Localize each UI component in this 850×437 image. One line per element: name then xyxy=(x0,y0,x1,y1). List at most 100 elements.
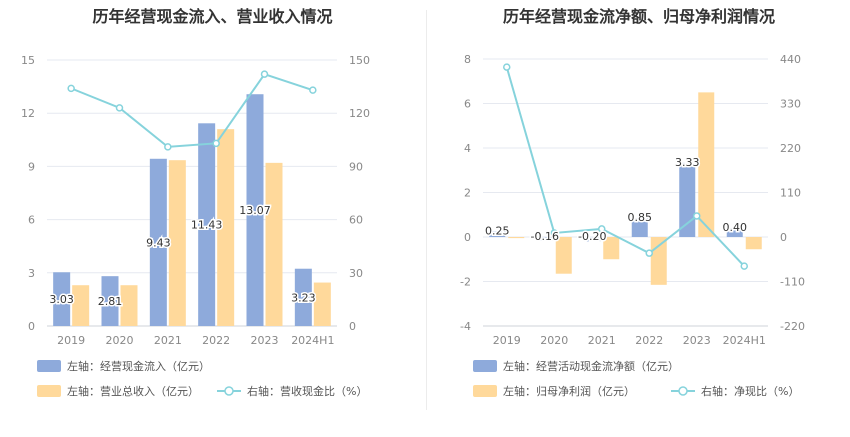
y-right-tick-label: 0 xyxy=(349,320,356,333)
bar xyxy=(313,282,331,326)
y-left-tick-label: 9 xyxy=(28,160,35,173)
panel-divider xyxy=(426,10,427,410)
bar xyxy=(536,237,553,241)
legend-swatch xyxy=(37,385,61,397)
y-left-tick-label: 8 xyxy=(464,53,471,66)
bar xyxy=(246,94,264,326)
legend-swatch xyxy=(37,360,61,372)
x-tick-label: 2022 xyxy=(202,334,230,347)
legend-label: 右轴：营收现金比（%） xyxy=(247,384,367,398)
line-point xyxy=(693,212,701,220)
data-label: -0.20 xyxy=(578,230,606,243)
x-tick-label: 2020 xyxy=(106,334,134,347)
y-left-tick-label: 0 xyxy=(28,320,35,333)
bar xyxy=(679,162,696,237)
bar xyxy=(698,92,715,237)
data-label: 11.43 xyxy=(191,219,223,232)
bar xyxy=(198,123,216,326)
bar xyxy=(584,237,601,242)
bar xyxy=(53,272,71,326)
legend-label: 左轴：营业总收入（亿元） xyxy=(67,384,199,398)
legend-swatch xyxy=(473,385,497,397)
x-tick-label: 2019 xyxy=(493,334,521,347)
line-point xyxy=(503,63,511,71)
legend-swatch xyxy=(473,360,497,372)
y-right-tick-label: -110 xyxy=(780,276,805,289)
x-tick-label: 2019 xyxy=(57,334,85,347)
y-right-tick-label: 120 xyxy=(349,107,370,120)
line-point xyxy=(645,249,653,257)
line-point xyxy=(598,225,606,233)
legend-swatch xyxy=(678,386,688,396)
chart-panel-netcash-profit: 历年经营现金流净额、归母净利润情况 -4 -2 0 2 4 6 8 -220 -110 0 110 2… xyxy=(428,0,850,437)
bar xyxy=(149,158,167,326)
line-point xyxy=(740,262,748,270)
bar xyxy=(603,237,620,260)
y-right-tick-label: 60 xyxy=(349,214,363,227)
data-label: 9.43 xyxy=(146,236,171,249)
bar xyxy=(508,237,525,239)
bar xyxy=(555,237,572,274)
bar xyxy=(294,268,312,326)
chart-panel-cashflow-revenue: 历年经营现金流入、营业收入情况 0 3 6 9 12 15 0 30 60 90 120 150 201… xyxy=(21,7,370,398)
x-tick-label: 2021 xyxy=(588,334,616,347)
bar xyxy=(217,129,235,326)
bar xyxy=(265,162,283,326)
data-label: 0.85 xyxy=(628,211,653,224)
y-right-tick-label: 0 xyxy=(780,231,787,244)
data-label: 3.23 xyxy=(291,291,316,304)
data-label: 0.40 xyxy=(723,221,748,234)
y-right-tick-label: 110 xyxy=(780,187,801,200)
y-right-tick-label: 150 xyxy=(349,54,370,67)
chart-title: 历年经营现金流入、营业收入情况 xyxy=(92,7,333,26)
bar xyxy=(726,228,743,237)
x-tick-label: 2024H1 xyxy=(291,334,334,347)
y-left-tick-label: 3 xyxy=(28,267,35,280)
bar xyxy=(101,276,119,326)
data-label: 13.07 xyxy=(239,204,271,217)
x-tick-label: 2021 xyxy=(154,334,182,347)
line-series xyxy=(70,73,314,148)
y-left-tick-label: 0 xyxy=(464,231,471,244)
y-right-tick-label: 330 xyxy=(780,98,801,111)
x-tick-label: 2022 xyxy=(635,334,663,347)
y-right-tick-label: 90 xyxy=(349,160,363,173)
bar xyxy=(631,218,648,237)
data-label: 3.33 xyxy=(675,156,700,169)
line-point xyxy=(67,84,75,93)
y-left-tick-label: 12 xyxy=(21,107,35,120)
bar xyxy=(489,231,506,237)
chart-netcash-profit: -4 -2 0 2 4 6 8 -220 -110 0 110 220 330 440 2019 2020 20… xyxy=(460,53,805,398)
x-tick-label: 2023 xyxy=(251,334,279,347)
y-right-tick-label: 30 xyxy=(349,267,363,280)
bar xyxy=(72,285,90,326)
line-point xyxy=(550,229,558,237)
x-tick-label: 2024H1 xyxy=(723,334,766,347)
y-right-tick-label: 440 xyxy=(780,53,801,66)
x-tick-label: 2020 xyxy=(540,334,568,347)
line-point xyxy=(260,70,269,78)
y-left-tick-label: 15 xyxy=(21,54,35,67)
data-label: -0.16 xyxy=(531,230,559,243)
data-label: 3.03 xyxy=(49,293,74,306)
legend-label: 右轴：净现比（%） xyxy=(701,384,799,398)
y-left-tick-label: 6 xyxy=(464,98,471,111)
y-right-tick-label: -220 xyxy=(780,320,805,333)
line-point xyxy=(212,139,220,148)
data-label: 2.81 xyxy=(98,295,123,308)
bar xyxy=(168,160,186,326)
line-point xyxy=(309,86,317,94)
chart-title: 历年经营现金流净额、归母净利润情况 xyxy=(502,7,775,26)
bar xyxy=(745,237,762,250)
bar xyxy=(650,237,667,285)
y-left-tick-label: 6 xyxy=(28,214,35,227)
x-tick-label: 2023 xyxy=(683,334,711,347)
legend-swatch xyxy=(224,386,234,396)
y-left-tick-label: -4 xyxy=(460,320,471,333)
y-right-tick-label: 220 xyxy=(780,142,801,155)
line-point xyxy=(164,143,172,151)
legend-label: 左轴：经营活动现金流净额（亿元） xyxy=(503,359,679,373)
legend-label: 左轴：归母净利润（亿元） xyxy=(503,384,635,398)
y-left-tick-label: -2 xyxy=(460,276,471,289)
